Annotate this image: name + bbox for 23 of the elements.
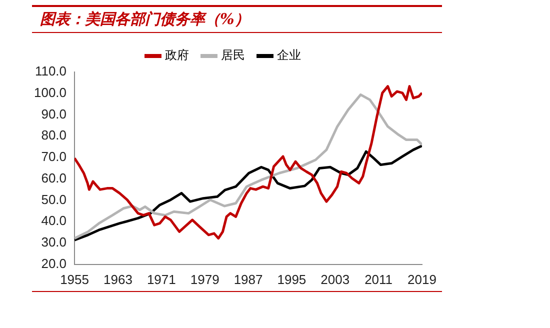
x-tick-label: 1971 [146,272,176,287]
y-tick-label: 110.0 [34,64,67,79]
x-tick-label: 1995 [277,272,306,287]
x-tick-label: 2003 [320,272,350,287]
y-tick-label: 50.0 [41,192,67,207]
y-tick-label: 40.0 [41,213,67,228]
y-tick-label: 70.0 [41,149,67,164]
x-tick-label: 1979 [190,272,220,287]
x-tick-label: 2011 [364,272,393,287]
x-tick-label: 2019 [408,272,436,287]
y-tick-label: 80.0 [41,128,67,143]
legend-label: 企业 [277,48,301,62]
y-tick-label: 30.0 [41,234,67,250]
y-tick-label: 60.0 [41,170,67,186]
x-tick-label: 1987 [234,272,263,287]
x-tick-label: 1955 [60,272,89,287]
y-tick-label: 100.0 [34,84,67,100]
legend-label: 政府 [165,48,189,62]
chart-title: 图表：美国各部门债务率（%） [40,10,250,29]
legend-label: 居民 [221,48,245,62]
y-tick-label: 90.0 [41,106,67,122]
y-tick-label: 20.0 [41,256,67,271]
x-tick-label: 1963 [104,272,132,287]
